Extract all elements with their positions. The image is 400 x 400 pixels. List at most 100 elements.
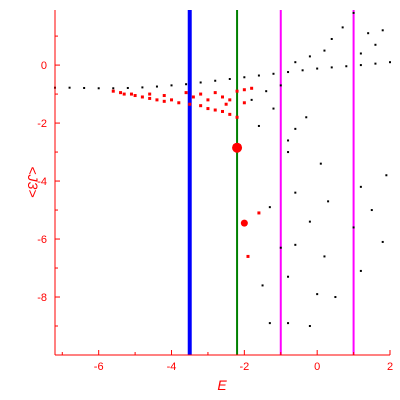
- black-point: [389, 61, 391, 64]
- black-point: [374, 43, 377, 46]
- red-point: [242, 101, 246, 105]
- red-highlight-point: [232, 142, 243, 153]
- black-point: [359, 269, 362, 272]
- x-tick-label: 2: [387, 361, 393, 373]
- black-point: [112, 87, 115, 90]
- black-point: [323, 255, 326, 258]
- red-point: [228, 98, 232, 102]
- black-point: [334, 296, 337, 299]
- red-point: [122, 92, 126, 96]
- red-point: [162, 94, 166, 98]
- black-point: [287, 322, 290, 325]
- black-point: [141, 86, 144, 89]
- red-point: [111, 89, 115, 93]
- red-point: [140, 95, 144, 99]
- red-point: [221, 95, 224, 99]
- black-point: [308, 55, 311, 58]
- black-point: [287, 139, 290, 142]
- black-point: [265, 90, 268, 93]
- black-point: [305, 116, 308, 119]
- red-point: [170, 98, 174, 102]
- black-point: [261, 284, 264, 287]
- black-point: [294, 127, 297, 130]
- y-tick-label: -2: [37, 118, 47, 130]
- black-point: [294, 243, 297, 246]
- black-point: [345, 65, 348, 68]
- black-point: [359, 185, 362, 188]
- black-point: [319, 162, 322, 165]
- black-point: [279, 246, 282, 249]
- black-point: [308, 325, 311, 328]
- black-point: [327, 200, 330, 203]
- black-point: [294, 61, 297, 64]
- red-point: [213, 91, 217, 95]
- black-point: [214, 79, 217, 82]
- red-point: [119, 91, 123, 95]
- red-point: [148, 92, 152, 96]
- black-point: [359, 64, 362, 67]
- black-point-series: [54, 11, 391, 328]
- black-point: [316, 293, 319, 296]
- red-point: [242, 88, 246, 92]
- y-axis-label: <J3>: [25, 166, 41, 197]
- black-point: [170, 84, 173, 87]
- red-point: [155, 98, 159, 102]
- black-point: [294, 191, 297, 194]
- black-point: [257, 124, 260, 127]
- black-point: [250, 98, 253, 101]
- red-point: [224, 102, 228, 106]
- red-point: [191, 95, 195, 99]
- black-point: [185, 83, 188, 86]
- black-point: [374, 62, 377, 65]
- y-tick-label: -4: [37, 176, 47, 188]
- red-point: [235, 115, 239, 119]
- y-tick-label: 0: [41, 60, 47, 72]
- black-point: [367, 32, 370, 35]
- black-point: [126, 86, 129, 89]
- black-point: [287, 275, 290, 278]
- red-point: [188, 102, 192, 106]
- black-point: [330, 37, 333, 40]
- red-point: [129, 92, 133, 96]
- y-tick-label: -8: [37, 292, 47, 304]
- red-point: [221, 109, 224, 113]
- black-point: [257, 74, 260, 77]
- red-point: [228, 112, 232, 116]
- x-tick-label: -2: [239, 361, 249, 373]
- x-axis-ticks: -6 -4 -2 0 2: [61, 350, 393, 373]
- black-point: [316, 67, 319, 70]
- x-tick-label: -4: [167, 361, 177, 373]
- black-point: [243, 76, 246, 79]
- red-point: [206, 98, 210, 102]
- red-point: [246, 254, 250, 258]
- black-point: [279, 84, 282, 87]
- black-point: [97, 87, 100, 90]
- red-point: [133, 94, 137, 98]
- black-point: [381, 29, 384, 32]
- black-point: [341, 26, 344, 29]
- black-point: [83, 86, 86, 89]
- black-point: [301, 69, 304, 72]
- red-point: [206, 107, 210, 111]
- red-point: [250, 86, 254, 90]
- black-point: [323, 49, 326, 52]
- black-point: [385, 174, 388, 177]
- black-point: [272, 107, 275, 110]
- black-point: [268, 322, 271, 325]
- red-point: [177, 101, 181, 105]
- black-point: [68, 86, 71, 89]
- black-point: [352, 226, 355, 229]
- y-tick-label: -6: [37, 234, 47, 246]
- black-point: [268, 206, 271, 209]
- black-point: [287, 151, 290, 154]
- black-point: [370, 209, 373, 212]
- red-point: [199, 92, 203, 96]
- red-point: [235, 89, 239, 93]
- red-highlight-point: [240, 219, 248, 227]
- black-point: [199, 81, 202, 84]
- red-point: [257, 211, 261, 215]
- red-point: [184, 91, 188, 95]
- red-point-series: [111, 86, 261, 258]
